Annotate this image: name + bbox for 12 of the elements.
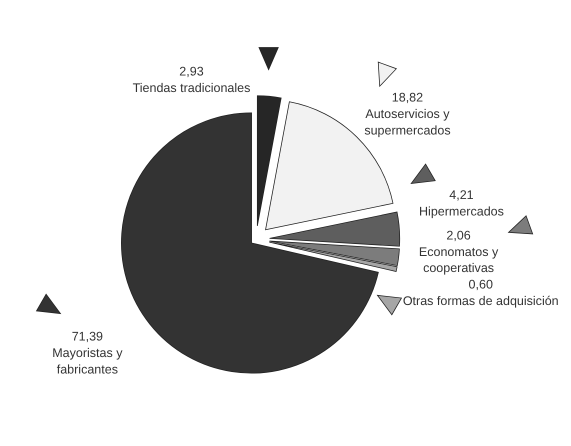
- data-label: 4,21: [449, 188, 474, 202]
- data-label: 2,06: [446, 228, 471, 242]
- slice-label: Hipermercados: [419, 204, 504, 218]
- slice-label: Economatos y cooperativas: [418, 244, 499, 276]
- legend-label: Otras formas de adquisición: [402, 294, 559, 308]
- data-label: 71,39: [72, 330, 104, 344]
- slice-label: Autoservicios y supermercados: [364, 106, 451, 138]
- slice-label: Tiendas tradicionales: [132, 80, 250, 95]
- data-label: 0,60: [468, 278, 493, 292]
- slice-label: Mayoristas y fabricantes: [52, 346, 124, 376]
- data-label: 18,82: [392, 90, 424, 105]
- data-label: 2,93: [179, 64, 204, 78]
